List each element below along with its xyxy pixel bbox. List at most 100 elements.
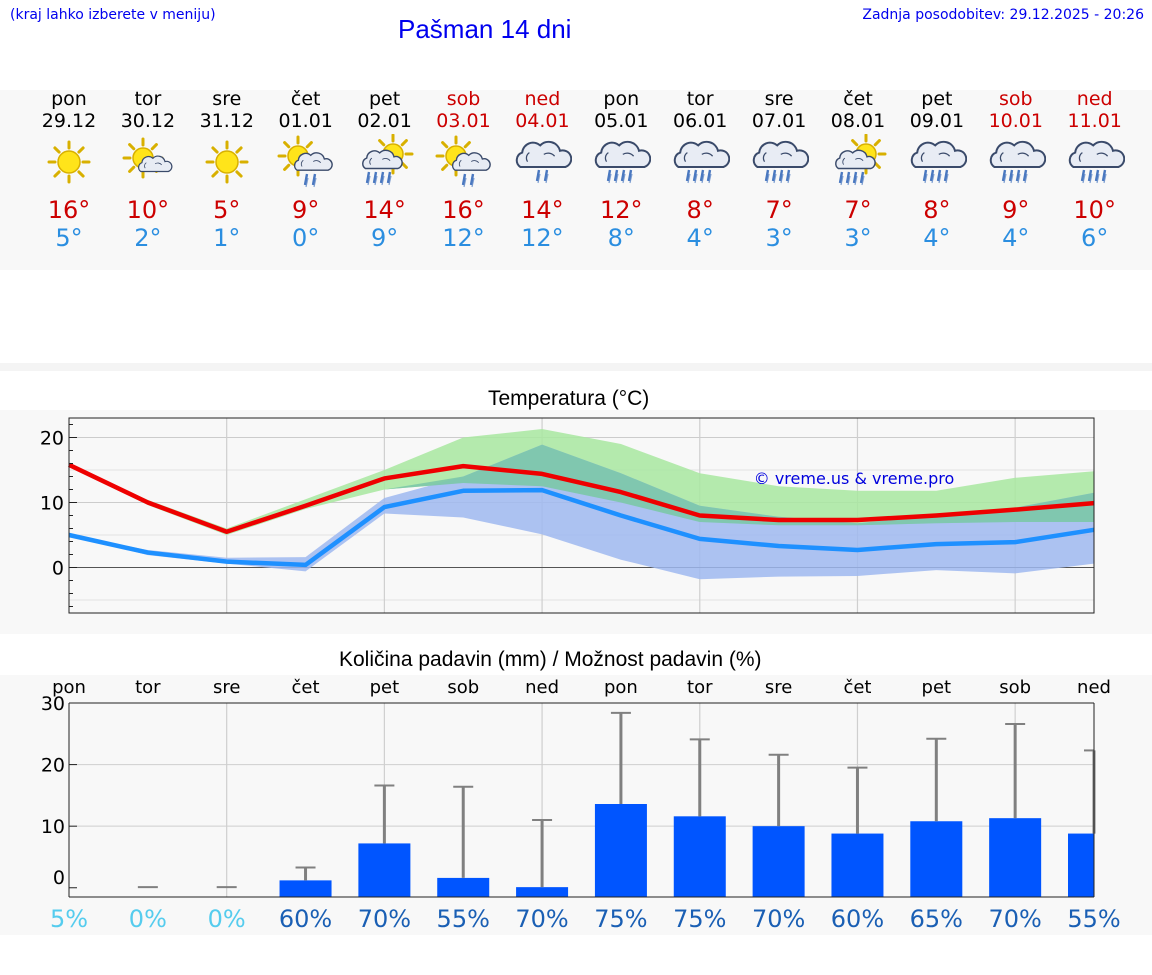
cloud-shape [516, 140, 573, 168]
day-column: sob 03.01 16° 12° [424, 88, 504, 252]
temp-min: 9° [370, 224, 399, 252]
sun-shape [47, 140, 91, 184]
day-column: sre 07.01 7° 3° [739, 88, 819, 252]
temp-min: 5° [55, 224, 83, 252]
day-column: čet 08.01 7° 3° [818, 88, 898, 252]
day-name: čet [843, 88, 873, 110]
temp-min: 4° [923, 224, 951, 252]
rain-drops [1001, 169, 1028, 184]
day-column: sob 10.01 9° 4° [976, 88, 1056, 252]
cloud-heavy-rain-icon [581, 132, 661, 196]
temp-min: 12° [442, 224, 485, 252]
day-date: 09.01 [909, 110, 965, 132]
day-column: pon 05.01 12° 8° [581, 88, 661, 252]
day-column: pet 02.01 14° 9° [345, 88, 425, 252]
location-menu-hint[interactable]: (kraj lahko izberete v meniju) [10, 7, 216, 23]
day-column: pet 09.01 8° 4° [897, 88, 977, 252]
precip-band [0, 675, 1152, 935]
day-date: 01.01 [278, 110, 333, 132]
cloud-shape [451, 152, 491, 171]
temp-max: 8° [686, 196, 714, 224]
temp-max: 10° [126, 196, 170, 224]
temp-max: 16° [47, 196, 91, 224]
day-column: tor 30.12 10° 2° [108, 88, 188, 252]
sun-shape [205, 140, 249, 184]
temp-min: 8° [607, 224, 635, 252]
last-update: Zadnja posodobitev: 29.12.2025 - 20:26 [862, 7, 1144, 23]
temp-max: 9° [1002, 196, 1030, 224]
temp-min: 2° [134, 224, 162, 252]
day-date: 29.12 [41, 110, 97, 132]
rain-drops [303, 173, 317, 188]
temp-max: 16° [442, 196, 485, 224]
sun-cloud-heavy-rain-icon [345, 132, 425, 196]
temp-max: 12° [600, 196, 643, 224]
day-name: ned [1076, 88, 1113, 110]
cloud-shape [752, 140, 810, 168]
rain-drops [922, 169, 949, 184]
rain-drops [686, 169, 712, 184]
temp-max: 7° [844, 196, 872, 224]
day-date: 08.01 [830, 110, 886, 132]
sun-cloud-rain-icon [424, 132, 504, 196]
cloud-shape [293, 152, 333, 171]
cloud-rain-icon [502, 132, 582, 196]
day-date: 02.01 [357, 110, 412, 132]
day-date: 11.01 [1067, 110, 1122, 132]
day-date: 07.01 [751, 110, 807, 132]
cloud-heavy-rain-icon [897, 132, 977, 196]
day-name: sob [999, 88, 1033, 110]
cloud-heavy-rain-icon [1055, 132, 1135, 196]
day-name: pon [51, 88, 87, 110]
day-date: 31.12 [199, 110, 254, 132]
divider [0, 363, 1152, 371]
temp-max: 14° [521, 196, 564, 224]
temp-chart-title: Temperatura (°C) [488, 387, 650, 410]
temp-min: 0° [292, 224, 320, 252]
day-date: 10.01 [988, 110, 1043, 132]
day-name: pet [921, 88, 953, 110]
cloud-shape [361, 149, 403, 170]
day-name: sob [446, 88, 481, 110]
day-date: 30.12 [120, 110, 176, 132]
day-date: 05.01 [594, 110, 649, 132]
day-name: ned [524, 88, 561, 110]
day-name: sre [212, 88, 242, 110]
rain-drops [607, 169, 633, 184]
rain-drops [365, 171, 392, 186]
page-title: Pašman 14 dni [398, 14, 572, 44]
day-column: ned 04.01 14° 12° [502, 88, 582, 252]
temp-min: 3° [765, 224, 793, 252]
cloud-heavy-rain-icon [739, 132, 819, 196]
temp-min: 1° [213, 224, 241, 252]
sun-icon [29, 132, 109, 196]
forecast-band [0, 90, 1152, 270]
temperature-band [0, 410, 1152, 634]
rain-drops [838, 171, 865, 186]
temp-max: 10° [1073, 196, 1116, 224]
cloud-shape [1068, 140, 1125, 168]
cloud-shape [595, 140, 652, 168]
day-name: tor [134, 88, 162, 110]
temp-max: 5° [213, 196, 241, 224]
cloud-shape [835, 149, 876, 170]
rain-drops [1080, 169, 1107, 184]
temp-max: 14° [363, 196, 406, 224]
temp-max: 8° [923, 196, 951, 224]
cloud-heavy-rain-icon [976, 132, 1056, 196]
rain-drops [536, 169, 549, 184]
sun-cloud-rain-icon [266, 132, 346, 196]
day-date: 04.01 [515, 110, 570, 132]
sun-small-cloud-icon [108, 132, 188, 196]
day-name: pet [368, 88, 401, 110]
day-column: ned 11.01 10° 6° [1055, 88, 1135, 252]
day-name: sre [764, 88, 794, 110]
temp-min: 12° [521, 224, 564, 252]
sun-cloud-heavy-rain-icon [818, 132, 898, 196]
day-name: pon [603, 88, 640, 110]
cloud-shape [137, 155, 173, 173]
sun-icon [187, 132, 267, 196]
day-column: pon 29.12 16° 5° [29, 88, 109, 252]
cloud-shape [674, 140, 731, 168]
temp-max: 9° [292, 196, 320, 224]
